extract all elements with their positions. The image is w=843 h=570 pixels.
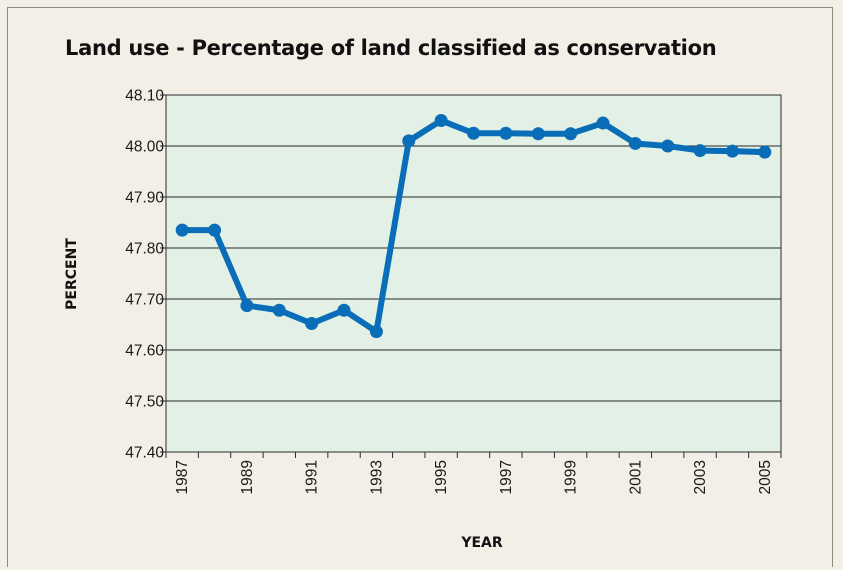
data-point (499, 126, 513, 140)
x-tick-label: 1987 (174, 460, 191, 494)
x-axis-title: YEAR (460, 535, 503, 551)
data-point (564, 127, 578, 141)
x-tick-label: 1997 (498, 460, 515, 494)
x-tick-label: 1993 (368, 460, 385, 494)
y-axis-title: PERCENT (64, 238, 80, 310)
x-axis-ticks: 1987 1989 1991 1993 1995 1997 1999 2001 2003 2005 (165, 452, 782, 494)
data-point (208, 223, 222, 237)
y-tick-label: 47.60 (125, 343, 164, 360)
data-point (467, 126, 480, 140)
chart-title: Land use - Percentage of land classified… (65, 36, 717, 60)
x-tick-label: 1999 (563, 460, 580, 494)
x-tick-label: 2001 (627, 460, 644, 494)
data-point (240, 299, 254, 313)
plot-area (165, 94, 782, 453)
x-tick-label: 1995 (433, 460, 450, 494)
data-point (531, 127, 545, 141)
y-tick-label: 47.70 (125, 292, 164, 309)
x-tick-label: 2003 (692, 460, 709, 494)
data-point (596, 116, 610, 130)
data-point (402, 134, 416, 148)
data-point (434, 114, 448, 127)
x-tick-label: 2005 (757, 460, 774, 494)
y-tick-label: 48.00 (125, 139, 164, 156)
data-point (369, 325, 383, 339)
data-point (758, 145, 772, 159)
data-point (272, 303, 286, 317)
data-point (693, 144, 707, 158)
x-tick-label: 1991 (304, 460, 321, 494)
y-tick-label: 47.90 (125, 190, 164, 207)
series-group (175, 114, 772, 339)
data-point (175, 223, 189, 237)
y-tick-label: 47.40 (125, 445, 164, 462)
y-tick-label: 47.80 (125, 241, 164, 258)
data-point (725, 144, 739, 158)
data-point (661, 139, 675, 153)
data-point (628, 136, 642, 150)
y-axis-ticks: 48.10 48.00 47.90 47.80 47.70 47.60 47.50 47.40 (125, 88, 166, 462)
grid-lines (166, 145, 781, 402)
x-tick-label: 1989 (239, 460, 256, 494)
y-tick-label: 48.10 (125, 88, 164, 105)
y-tick-label: 47.50 (125, 394, 164, 411)
data-point (337, 303, 351, 317)
data-point (305, 316, 319, 330)
